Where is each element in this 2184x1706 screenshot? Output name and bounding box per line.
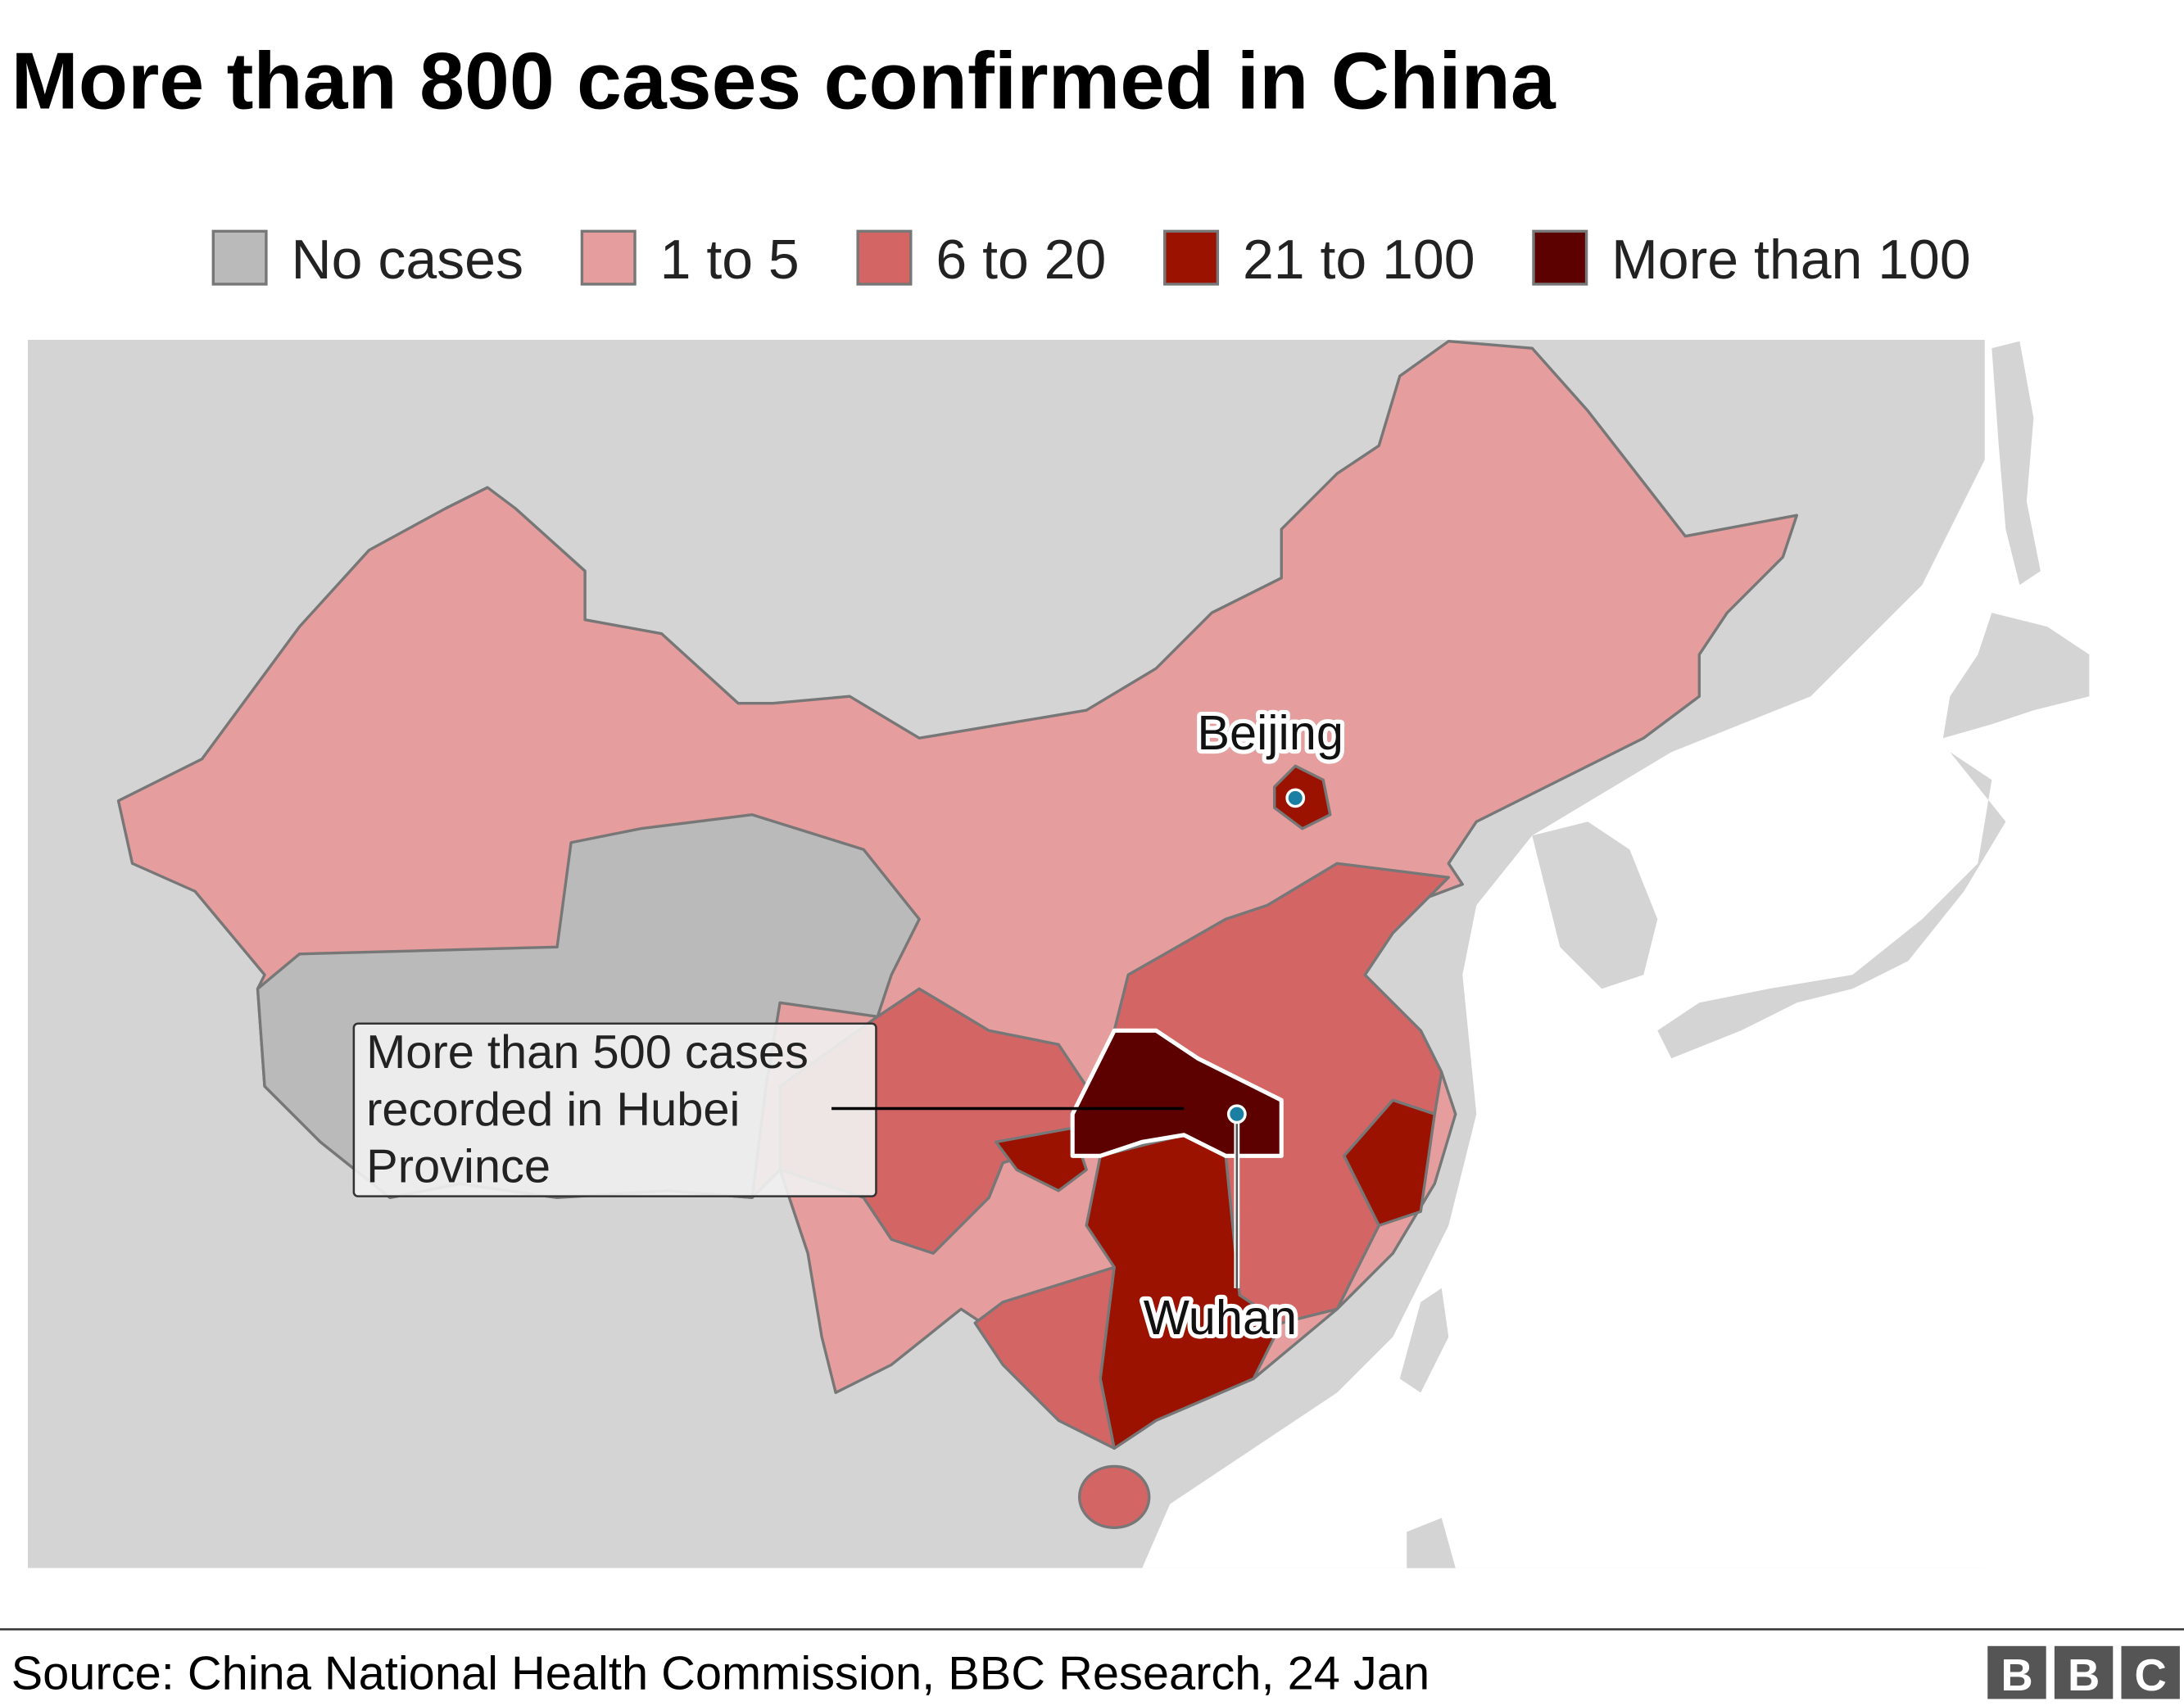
- annotation-line: More than 500 cases: [366, 1026, 809, 1079]
- logo-letter: C: [2135, 1650, 2167, 1700]
- legend-label: 6 to 20: [936, 229, 1106, 291]
- hainan: [1077, 1464, 1151, 1529]
- legend-label: 21 to 100: [1243, 229, 1475, 291]
- legend-swatch: [856, 229, 913, 286]
- logo-block: [2121, 1645, 2180, 1699]
- sea: [1142, 339, 2184, 1568]
- legend: No cases 1 to 5 6 to 20 21 to 100 More than …: [211, 229, 1971, 291]
- legend-swatch: [1163, 229, 1220, 286]
- wuhan-dot: [1226, 1104, 1247, 1125]
- philippines: [1407, 1518, 1456, 1568]
- annotation-line: recorded in Hubei: [366, 1084, 740, 1136]
- logo-letter: B: [2000, 1650, 2032, 1700]
- logo-letter: B: [2068, 1650, 2100, 1700]
- sakhalin: [1991, 341, 2041, 586]
- legend-swatch: [211, 229, 268, 286]
- annotation: More than 500 cases recorded in Hubei Prov…: [366, 1026, 809, 1192]
- japan-hokkaido: [1942, 613, 2090, 739]
- korea: [1532, 821, 1658, 989]
- hubei: [1070, 1028, 1284, 1158]
- legend-label: More than 100: [1611, 229, 1971, 291]
- beijing-label: Beijing: [1197, 705, 1343, 760]
- beijing-dot: [1285, 788, 1306, 808]
- annotation-line: Province: [366, 1141, 551, 1193]
- japan-honshu: [1657, 752, 2006, 1059]
- chongqing: [994, 1126, 1088, 1192]
- source: Source: China National Health Commission…: [11, 1648, 1430, 1700]
- legend-label: 1 to 5: [660, 229, 800, 291]
- logo-block: [1987, 1645, 2046, 1699]
- legend-label: No cases: [292, 229, 523, 291]
- legend-swatch: [1532, 229, 1588, 286]
- title: More than 800 cases confirmed in China: [11, 36, 1556, 126]
- wuhan-label: Wuhan: [1144, 1290, 1297, 1345]
- map: More than 500 cases recorded in Hubei Prov…: [28, 339, 2184, 1568]
- legend-swatch: [580, 229, 637, 286]
- zhejiang: [1343, 1098, 1436, 1228]
- logo-block: [2054, 1645, 2114, 1699]
- taiwan: [1399, 1287, 1449, 1393]
